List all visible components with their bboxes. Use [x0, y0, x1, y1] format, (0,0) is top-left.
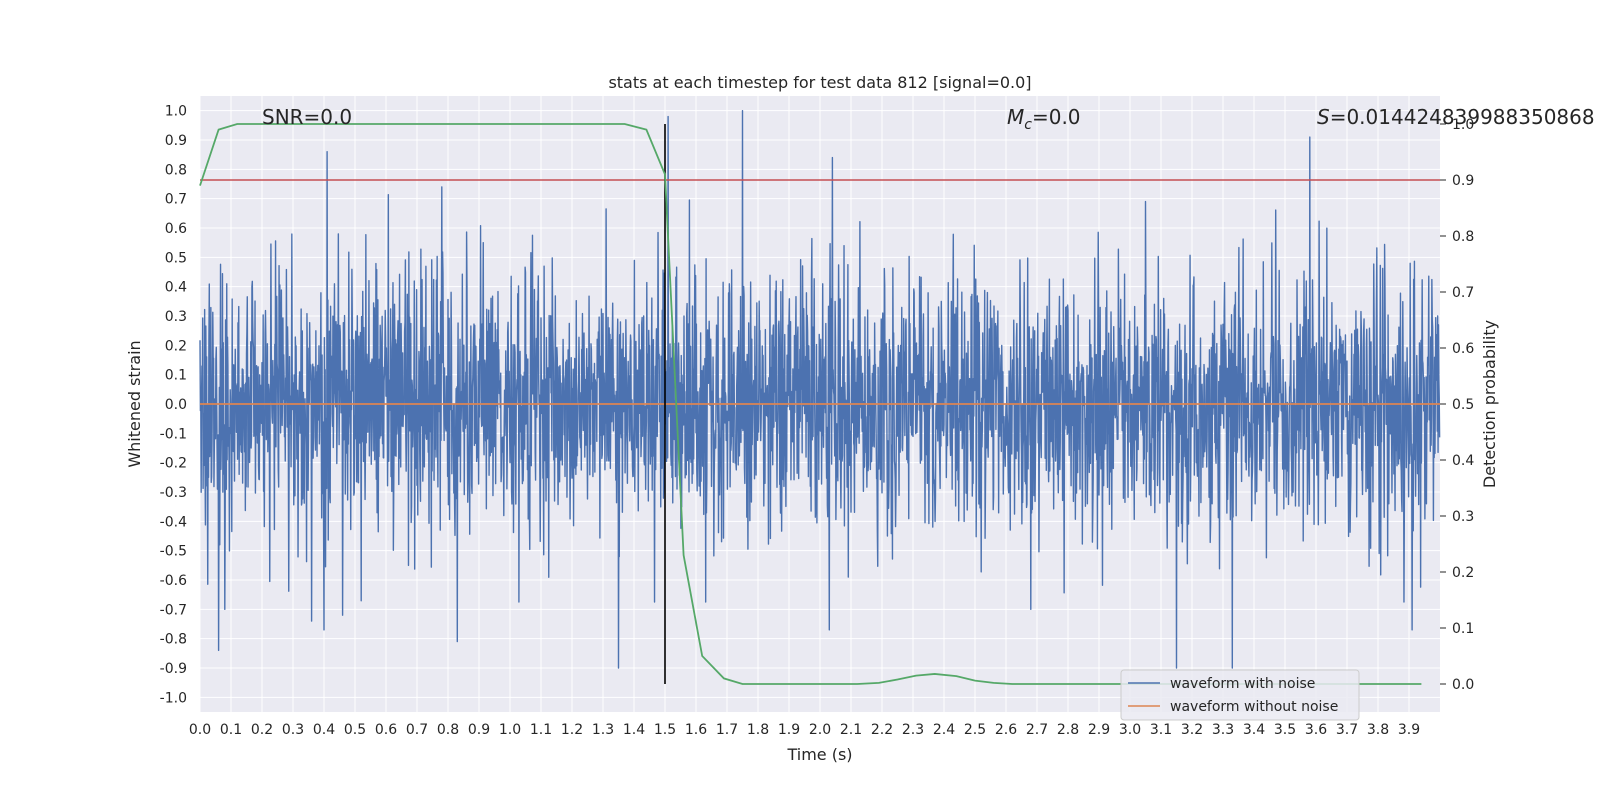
x-tick-label: 1.4 — [623, 722, 645, 738]
series-waveform-with-noise — [199, 109, 1441, 669]
y-tick-label: -0.8 — [160, 632, 187, 648]
y2-tick-label: 0.5 — [1452, 397, 1474, 413]
y-tick-label: 0.7 — [165, 192, 187, 208]
x-tick-label: 0.2 — [251, 722, 273, 738]
x-tick-label: 1.8 — [747, 722, 769, 738]
x-tick-label: 3.2 — [1181, 722, 1203, 738]
noise-trace — [199, 109, 1441, 669]
y-axis-label: Whitened strain — [125, 340, 144, 467]
x-tick-label: 3.1 — [1150, 722, 1172, 738]
y2-tick-label: 0.0 — [1452, 677, 1474, 693]
chart-title: stats at each timestep for test data 812… — [608, 73, 1031, 92]
y-tick-label: 0.6 — [165, 221, 187, 237]
y-tick-label: -0.6 — [160, 573, 187, 589]
x-tick-label: 2.7 — [1026, 722, 1048, 738]
y2-axis-ticks: 1.0 0.9 0.8 0.7 0.6 0.5 0.4 0.3 0.2 0.1 0.0 — [1440, 117, 1474, 693]
y-tick-label: 0.3 — [165, 309, 187, 325]
y-tick-label: -0.7 — [160, 602, 187, 618]
x-tick-label: 0.8 — [437, 722, 459, 738]
x-tick-label: 2.0 — [809, 722, 831, 738]
y-tick-label: -0.4 — [160, 514, 187, 530]
s-annotation: S=0.014424839988350868 — [1317, 105, 1595, 129]
x-tick-label: 3.5 — [1274, 722, 1296, 738]
x-tick-label: 3.9 — [1398, 722, 1420, 738]
x-tick-label: 0.4 — [313, 722, 335, 738]
x-tick-label: 3.6 — [1305, 722, 1327, 738]
y-tick-label: 1.0 — [165, 104, 187, 120]
y-axis-ticks: 1.0 0.9 0.8 0.7 0.6 0.5 0.4 0.3 0.2 0.1 0.0 -0.1 -0.… — [160, 104, 187, 707]
x-tick-label: 0.1 — [220, 722, 242, 738]
x-tick-label: 2.2 — [871, 722, 893, 738]
x-tick-label: 2.3 — [902, 722, 924, 738]
x-tick-label: 0.6 — [375, 722, 397, 738]
x-tick-label: 3.3 — [1212, 722, 1234, 738]
y2-tick-label: 0.1 — [1452, 621, 1474, 637]
y2-tick-label: 0.8 — [1452, 229, 1474, 245]
x-tick-label: 2.9 — [1088, 722, 1110, 738]
y-tick-label: 0.1 — [165, 368, 187, 384]
x-tick-label: 1.1 — [530, 722, 552, 738]
y-tick-label: -0.9 — [160, 661, 187, 677]
x-tick-label: 0.7 — [406, 722, 428, 738]
y-tick-label: 0.4 — [165, 280, 187, 296]
y-tick-label: -0.2 — [160, 456, 187, 472]
x-axis-label: Time (s) — [786, 745, 852, 764]
y-tick-label: 0.8 — [165, 162, 187, 178]
x-tick-label: 2.4 — [933, 722, 955, 738]
y-tick-label: -0.5 — [160, 544, 187, 560]
y2-tick-label: 0.3 — [1452, 509, 1474, 525]
y-tick-label: -1.0 — [160, 690, 187, 706]
x-tick-label: 0.3 — [282, 722, 304, 738]
y-tick-label: 0.2 — [165, 338, 187, 354]
x-tick-label: 2.8 — [1057, 722, 1079, 738]
x-tick-label: 2.6 — [995, 722, 1017, 738]
y2-tick-label: 0.7 — [1452, 285, 1474, 301]
x-tick-label: 1.7 — [716, 722, 738, 738]
legend-box — [1120, 669, 1360, 721]
y2-tick-label: 0.2 — [1452, 565, 1474, 581]
x-tick-label: 2.5 — [964, 722, 986, 738]
y2-tick-label: 1.0 — [1452, 117, 1474, 133]
y-tick-label: 0.0 — [165, 397, 187, 413]
y-tick-label: 0.5 — [165, 250, 187, 266]
x-tick-label: 1.5 — [654, 722, 676, 738]
x-axis-ticks: 0.0 0.1 0.2 0.3 0.4 0.5 0.6 0.7 0.8 0.9 1.0 1.1 1.2 1… — [189, 722, 1420, 738]
x-tick-label: 2.1 — [840, 722, 862, 738]
legend-label-noise: waveform with noise — [1170, 676, 1315, 692]
x-tick-label: 1.0 — [499, 722, 521, 738]
x-tick-label: 1.2 — [561, 722, 583, 738]
x-tick-label: 0.0 — [189, 722, 211, 738]
y2-tick-label: 0.9 — [1452, 173, 1474, 189]
x-tick-label: 3.4 — [1243, 722, 1265, 738]
y-tick-label: -0.3 — [160, 485, 187, 501]
x-tick-label: 1.3 — [592, 722, 614, 738]
x-tick-label: 1.6 — [685, 722, 707, 738]
x-tick-label: 0.9 — [468, 722, 490, 738]
legend-label-clean: waveform without noise — [1170, 699, 1338, 715]
legend: waveform with noise waveform without noi… — [1120, 669, 1360, 721]
x-tick-label: 3.7 — [1336, 722, 1358, 738]
y2-tick-label: 0.4 — [1452, 453, 1474, 469]
y-tick-label: -0.1 — [160, 426, 187, 442]
y2-tick-label: 0.6 — [1452, 341, 1474, 357]
x-tick-label: 3.0 — [1119, 722, 1141, 738]
x-tick-label: 1.9 — [778, 722, 800, 738]
y-tick-label: 0.9 — [165, 133, 187, 149]
x-tick-label: 0.5 — [344, 722, 366, 738]
y2-axis-label: Detection probability — [1480, 320, 1499, 488]
x-tick-label: 3.8 — [1367, 722, 1389, 738]
series-detection-probability — [199, 123, 1422, 685]
snr-annotation: SNR=0.0 — [262, 105, 352, 129]
mc-annotation: Mc=0.0 — [1007, 105, 1081, 133]
